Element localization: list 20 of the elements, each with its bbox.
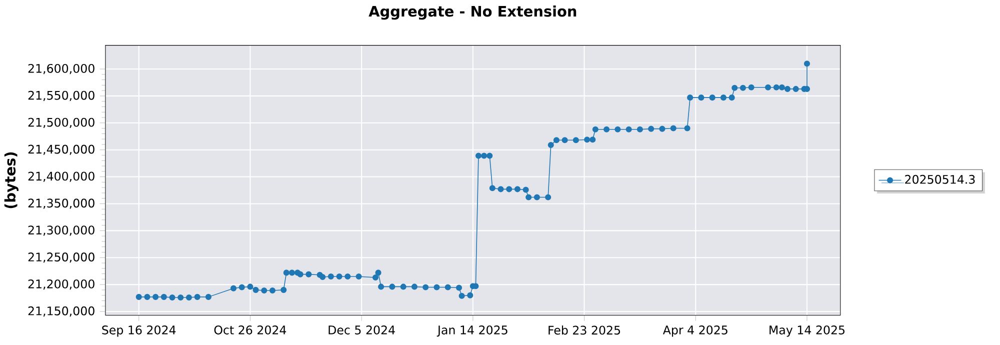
y-tick-label: 21,600,000 — [28, 64, 94, 74]
y-axis-title: (bytes) — [4, 152, 18, 208]
x-tick-label: May 14 2025 — [770, 326, 844, 337]
y-tick-label: 21,300,000 — [28, 226, 94, 236]
y-tick-label: 21,500,000 — [28, 118, 94, 128]
y-tick-label: 21,450,000 — [28, 144, 94, 156]
legend-label: 20250514.3 — [905, 175, 975, 184]
y-tick-label: 21,550,000 — [28, 90, 94, 102]
y-tick-label: 21,350,000 — [28, 198, 94, 209]
x-tick-label: Apr 4 2025 — [662, 326, 728, 337]
chart-title: Aggregate - No Extension — [368, 6, 576, 20]
x-tick-label: Dec 5 2024 — [328, 326, 395, 335]
x-tick-label: Feb 23 2025 — [548, 326, 620, 335]
y-tick-label: 21,400,000 — [28, 172, 94, 182]
y-tick-label: 21,150,000 — [28, 306, 94, 317]
x-tick-label: Oct 26 2024 — [214, 326, 286, 335]
x-tick-label: Jan 14 2025 — [436, 326, 508, 337]
y-tick-label: 21,250,000 — [28, 252, 94, 263]
x-tick-label: Sep 16 2024 — [102, 326, 176, 337]
y-tick-label: 21,200,000 — [28, 280, 94, 290]
